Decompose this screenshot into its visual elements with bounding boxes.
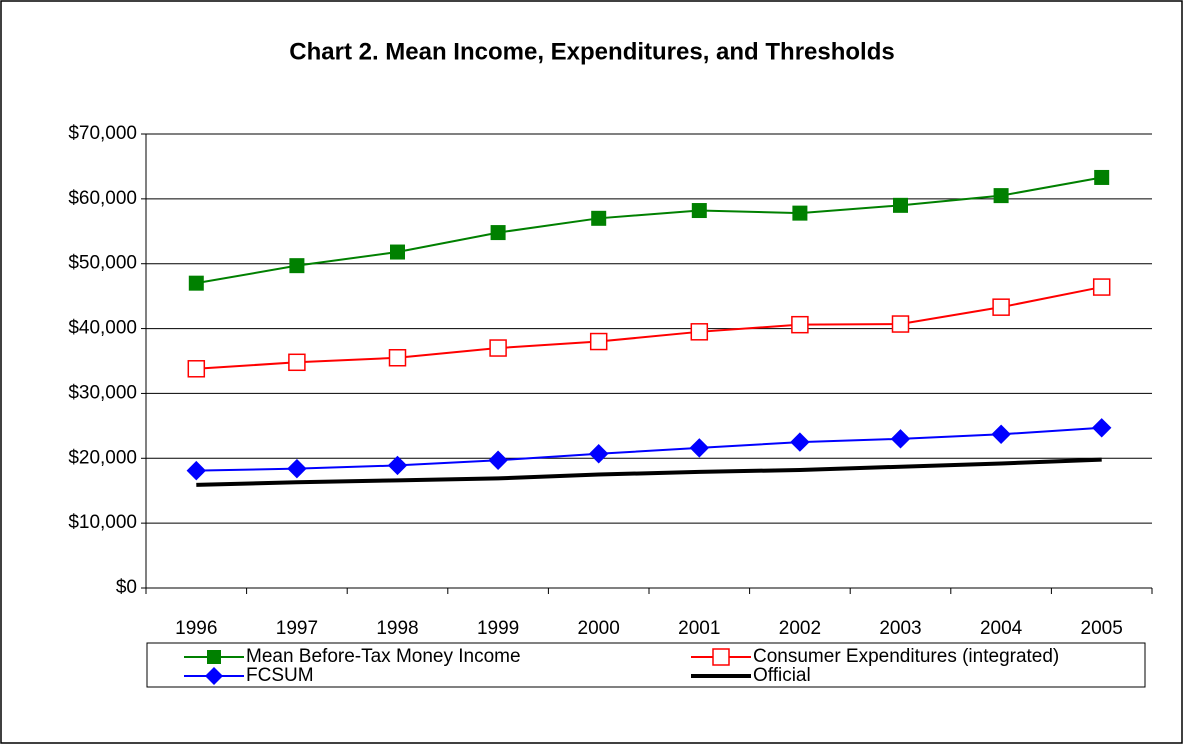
y-tick-label: $20,000: [68, 447, 137, 468]
marker: [287, 458, 307, 479]
y-tick-label: $60,000: [68, 188, 137, 209]
legend-label: Consumer Expenditures (integrated): [753, 646, 1059, 667]
line: [196, 286, 1102, 370]
y-tick-label: $70,000: [68, 123, 137, 144]
marker: [186, 460, 207, 481]
marker: [1091, 418, 1112, 438]
marker: [289, 258, 305, 274]
line: [196, 426, 1102, 472]
marker: [993, 188, 1009, 204]
marker: [288, 353, 306, 372]
marker: [791, 315, 809, 334]
marker: [490, 225, 506, 241]
legend-marker: [712, 648, 730, 666]
marker: [388, 349, 407, 367]
legend-label: FCSUM: [246, 665, 314, 686]
marker: [488, 450, 508, 470]
x-tick-label: 1997: [276, 618, 318, 639]
x-tick-label: 2005: [1081, 618, 1123, 639]
x-tick-label: 2002: [779, 618, 821, 639]
y-tick-label: $10,000: [68, 512, 137, 533]
marker: [589, 332, 608, 351]
marker: [489, 339, 507, 357]
legend-box: [146, 642, 1146, 688]
marker: [588, 444, 609, 464]
y-tick-label: $50,000: [68, 253, 137, 274]
x-tick-label: 1996: [175, 618, 217, 639]
x-tick-label: 2004: [980, 618, 1023, 639]
legend-label: Mean Before-Tax Money Income: [246, 646, 521, 667]
x-tick-label: 2003: [879, 618, 921, 639]
line: [196, 457, 1102, 487]
marker: [792, 205, 808, 221]
marker: [991, 424, 1011, 444]
x-tick-label: 1998: [376, 618, 418, 639]
marker: [390, 244, 405, 260]
marker: [387, 455, 408, 476]
marker: [890, 429, 911, 449]
marker: [790, 432, 810, 452]
y-tick-label: $30,000: [68, 382, 137, 403]
marker: [891, 315, 910, 333]
y-tick-label: $0: [116, 577, 137, 598]
marker: [689, 438, 710, 458]
y-tick-label: $40,000: [68, 318, 137, 339]
legend-marker: [205, 667, 223, 685]
marker: [1094, 169, 1110, 185]
marker: [691, 203, 707, 219]
marker: [893, 197, 908, 213]
legend-marker: [207, 650, 221, 664]
marker: [690, 323, 709, 341]
marker: [992, 298, 1010, 316]
marker: [187, 360, 206, 378]
x-tick-label: 2001: [678, 618, 720, 639]
x-tick-label: 2000: [578, 618, 620, 639]
chart-title: Chart 2. Mean Income, Expenditures, and …: [289, 38, 894, 65]
marker: [591, 210, 607, 226]
x-tick-label: 1999: [477, 618, 519, 639]
legend-label: Official: [753, 665, 811, 686]
marker: [1092, 278, 1111, 296]
marker: [188, 275, 204, 291]
line: [196, 176, 1102, 285]
